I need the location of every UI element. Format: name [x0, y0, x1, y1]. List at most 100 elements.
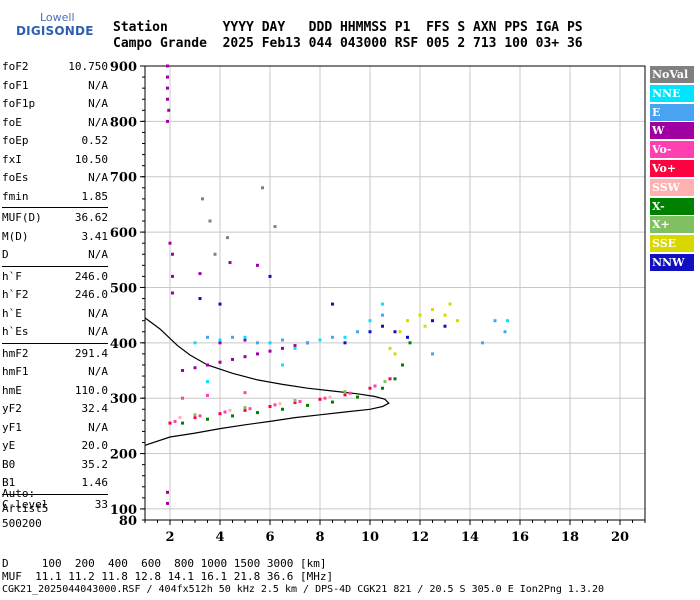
legend-item: X+ — [650, 216, 694, 234]
echo-point-x- — [193, 413, 197, 417]
y-tick-label: 400 — [110, 337, 137, 352]
plot-border — [144, 65, 646, 521]
param-row: MUF(D) 36.62 — [2, 209, 108, 228]
footer: D 100 200 400 600 800 1000 1500 3000 [km… — [2, 557, 604, 596]
echo-point-noval — [226, 236, 229, 240]
y-tick-label: 200 — [110, 448, 137, 463]
param-name: foF2 — [2, 60, 29, 73]
param-row: hmF2 291.4 — [2, 345, 108, 364]
echo-point-w — [181, 369, 184, 373]
echo-point-x- — [381, 386, 384, 390]
echo-point-w — [171, 291, 174, 295]
param-row: foF1p N/A — [2, 95, 108, 114]
echo-point-e — [256, 341, 259, 345]
param-value: 291.4 — [74, 346, 108, 360]
param-name: h`E — [2, 306, 22, 320]
param-name: fmin — [2, 189, 29, 203]
param-name: foF1 — [2, 78, 29, 92]
x-tick-label: 18 — [561, 530, 579, 545]
echo-point-e — [381, 313, 384, 317]
echo-point-nnw — [331, 302, 334, 306]
footer-file-info: CGK21_2025044043000.RSF / 404fx512h 50 k… — [2, 584, 605, 595]
param-row: hmF1 N/A — [2, 363, 108, 382]
echo-point-w — [218, 341, 222, 345]
echo-point-w — [231, 357, 234, 361]
echo-point-vo- — [348, 391, 352, 395]
param-name: hmF2 — [2, 346, 29, 360]
echo-point-x- — [343, 390, 347, 394]
echo-point-w — [171, 252, 174, 256]
footer-distance-row: D 100 200 400 600 800 1000 1500 3000 [km… — [2, 557, 327, 570]
echo-point-ssw — [178, 416, 182, 420]
echo-point-nnw — [443, 324, 447, 328]
logo-line1: Lowell — [40, 11, 75, 24]
param-name: hmF1 — [2, 365, 29, 378]
param-name: B0 — [2, 457, 16, 471]
echo-point-nne — [506, 319, 509, 323]
echo-point-x- — [231, 414, 234, 418]
param-name: foEs — [2, 171, 29, 184]
param-separator — [2, 342, 108, 344]
param-value: N/A — [88, 97, 108, 110]
echo-point-vo- — [318, 397, 322, 401]
echo-point-w — [206, 363, 209, 367]
y-tick-label: 100 — [110, 503, 137, 518]
echo-point-w — [193, 366, 197, 370]
echo-point-w — [168, 241, 172, 245]
echo-point-nnw — [393, 330, 397, 334]
y-tick-label: 700 — [110, 171, 137, 186]
x-tick-label: 14 — [461, 530, 479, 545]
param-row: M(D) 3.41 — [2, 228, 108, 247]
param-row: h`E N/A — [2, 305, 108, 324]
param-name: hmE — [2, 383, 22, 397]
parameter-panel: foF2 10.750 foF1 N/A foF1p N/A foE N/A foEp 0.52 f… — [2, 58, 108, 514]
echo-point-vo- — [373, 384, 377, 388]
echo-point-vo- — [168, 421, 172, 425]
legend-item: Vo- — [650, 141, 694, 159]
echo-point-ssw — [278, 402, 282, 406]
echo-point-vo- — [298, 400, 302, 404]
echo-point-sse — [406, 319, 409, 323]
param-separator — [2, 207, 108, 208]
param-name: M(D) — [2, 229, 29, 243]
param-row: h`Es N/A — [2, 323, 108, 342]
param-value: 246.0 — [74, 288, 108, 301]
echo-point-nne — [293, 346, 297, 350]
param-row: h`F 246.0 — [2, 268, 108, 287]
legend: NoVal NNE E W Vo- Vo+ SSW X- X+ SSE NNW — [650, 66, 694, 273]
auto-line2: Artist5 — [2, 502, 49, 515]
echo-point-x- — [181, 421, 184, 425]
echo-point-vo- — [193, 416, 197, 420]
legend-item: SSE — [650, 235, 694, 253]
echo-point-x- — [331, 400, 334, 404]
param-row: hmE 110.0 — [2, 382, 108, 401]
echo-point-vo- — [243, 391, 247, 395]
echo-point-vo- — [343, 393, 347, 397]
param-name: fxI — [2, 152, 22, 166]
echo-point-nne — [318, 338, 322, 342]
param-name: B1 — [2, 476, 16, 489]
echo-point-x- — [293, 398, 297, 402]
echo-point-e — [481, 341, 484, 345]
echo-point-nne — [381, 302, 384, 306]
echo-point-x- — [306, 403, 309, 407]
param-name: foEp — [2, 134, 29, 147]
param-value: N/A — [88, 248, 108, 261]
param-value: 0.52 — [81, 134, 109, 147]
echo-point-nnw — [343, 341, 347, 345]
echo-point-w — [281, 346, 284, 350]
echo-point-x- — [206, 417, 209, 421]
digisonde-logo: Lowell DIGISONDE — [6, 8, 106, 42]
echo-point-nnw — [381, 324, 384, 328]
y-tick-label: 900 — [110, 60, 137, 75]
header-row1: Station YYYY DAY DDD HHMMSS P1 FFS S AXN… — [113, 20, 583, 35]
station-header: Station YYYY DAY DDD HHMMSS P1 FFS S AXN… — [113, 20, 583, 52]
echo-point-w — [243, 338, 247, 342]
y-tick-label: 80 — [119, 514, 137, 529]
echo-point-vo- — [181, 396, 184, 400]
echo-point-nne — [206, 380, 209, 384]
legend-item: SSW — [650, 178, 694, 196]
x-tick-label: 12 — [411, 530, 429, 545]
echo-point-sse — [418, 313, 422, 317]
echo-point-w — [268, 349, 272, 353]
